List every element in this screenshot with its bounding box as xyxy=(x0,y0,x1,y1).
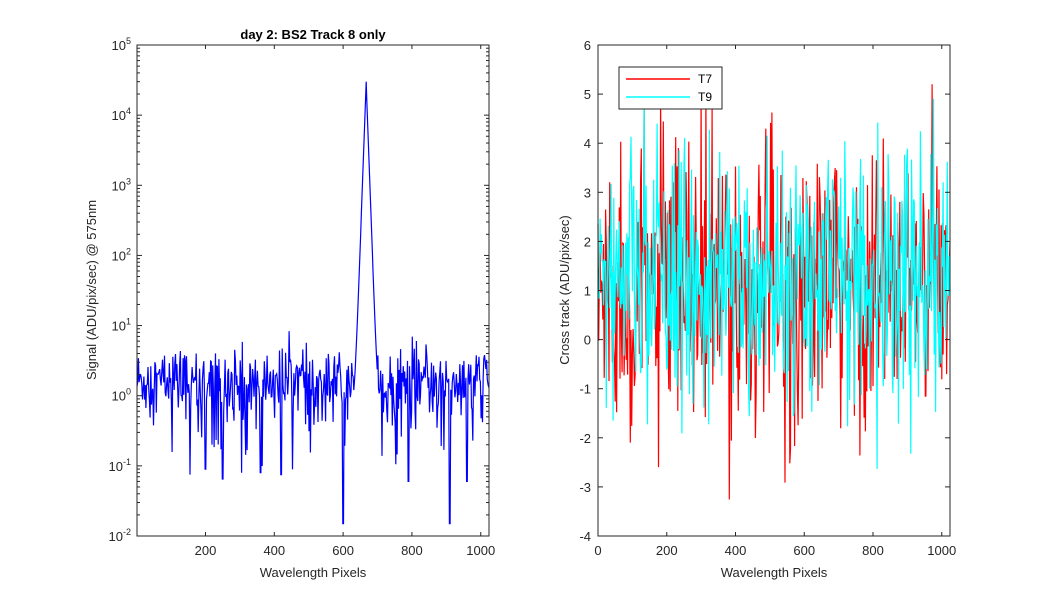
right-y-tick-label: -2 xyxy=(579,431,591,446)
left-y-tick-label: 10-2 xyxy=(109,527,131,544)
left-x-tick-label: 800 xyxy=(401,543,423,558)
left-x-tick-label: 400 xyxy=(263,543,285,558)
left-y-tick-label: 100 xyxy=(112,387,131,404)
right-x-tick-label: 600 xyxy=(793,543,815,558)
right-y-tick-label: 6 xyxy=(584,38,591,53)
right-x-ticks: 0 200 400 600 800 1000 xyxy=(594,45,956,558)
right-y-tick-label: -4 xyxy=(579,529,591,544)
legend: T7 T9 xyxy=(618,66,723,110)
right-y-tick-label: 3 xyxy=(584,185,591,200)
right-x-tick-label: 800 xyxy=(862,543,884,558)
right-y-tick-label: -1 xyxy=(579,382,591,397)
left-x-tick-label: 1000 xyxy=(466,543,495,558)
left-chart: 200 400 600 800 1000 10-2 10-1 100 101 102 103 104… xyxy=(84,27,495,580)
right-y-tick-label: 2 xyxy=(584,234,591,249)
left-axes-box xyxy=(136,44,490,537)
right-y-tick-label: 0 xyxy=(584,333,591,348)
right-y-tick-label: 4 xyxy=(584,136,591,151)
right-y-tick-label: 1 xyxy=(584,284,591,299)
left-y-tick-label: 102 xyxy=(112,246,131,263)
left-y-tick-label: 105 xyxy=(112,36,131,53)
right-x-tick-label: 400 xyxy=(725,543,747,558)
right-y-axis-label: Cross track (ADU/pix/sec) xyxy=(557,215,572,365)
right-x-tick-label: 1000 xyxy=(927,543,956,558)
right-x-tick-label: 0 xyxy=(594,543,601,558)
left-x-tick-label: 200 xyxy=(195,543,217,558)
legend-box xyxy=(618,66,723,110)
right-x-tick-label: 200 xyxy=(656,543,678,558)
series-line-t9 xyxy=(597,98,951,469)
left-y-ticks: 10-2 10-1 100 101 102 103 104 105 xyxy=(109,36,489,544)
right-x-axis-label: Wavelength Pixels xyxy=(721,565,828,580)
left-x-tick-label: 600 xyxy=(332,543,354,558)
right-y-tick-label: -3 xyxy=(579,480,591,495)
legend-label-t7: T7 xyxy=(698,72,712,86)
left-chart-title: day 2: BS2 Track 8 only xyxy=(240,27,386,42)
right-y-ticks: -4 -3 -2 -1 0 1 2 3 4 5 6 xyxy=(579,38,950,544)
left-y-tick-label: 101 xyxy=(112,317,131,334)
left-plot-area xyxy=(137,45,489,536)
left-x-ticks: 200 400 600 800 1000 xyxy=(195,45,495,558)
left-x-axis-label: Wavelength Pixels xyxy=(260,565,367,580)
left-y-tick-label: 104 xyxy=(112,106,131,123)
left-series-line xyxy=(136,81,490,525)
right-chart: 0 200 400 600 800 1000 -4 -3 -2 -1 0 1 2 3 4 5 6 Wavele… xyxy=(557,38,956,580)
left-y-tick-label: 103 xyxy=(112,176,131,193)
legend-label-t9: T9 xyxy=(698,90,712,104)
right-y-tick-label: 5 xyxy=(584,87,591,102)
left-y-axis-label: Signal (ADU/pix/sec) @ 575nm xyxy=(84,200,99,380)
left-y-tick-label: 10-1 xyxy=(109,457,131,474)
